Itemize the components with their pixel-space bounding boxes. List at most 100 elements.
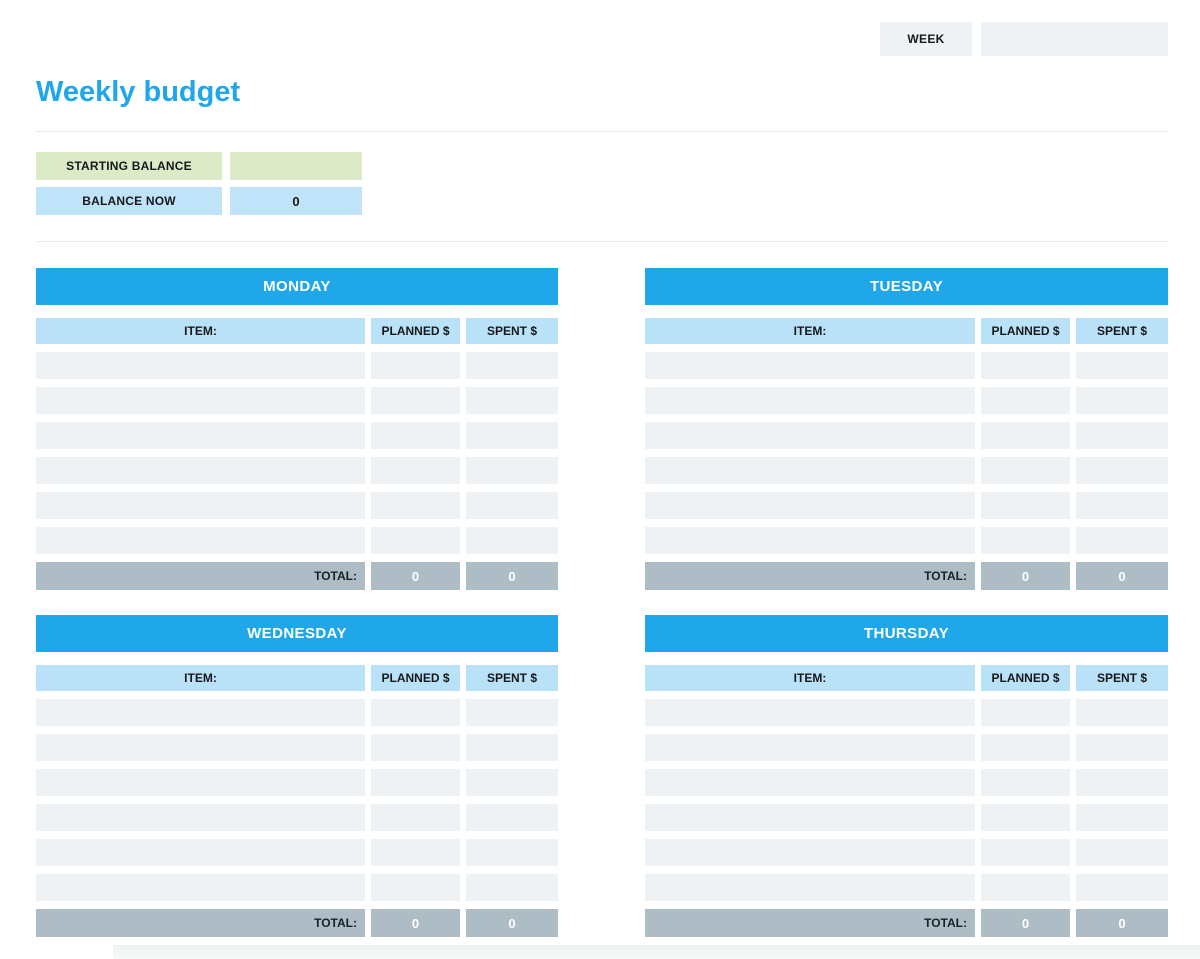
spent-input-cell[interactable]: [466, 527, 558, 554]
item-input-cell[interactable]: [645, 527, 975, 554]
spent-input-cell[interactable]: [466, 699, 558, 726]
balance-now-row: BALANCE NOW 0: [36, 187, 362, 215]
item-input-cell[interactable]: [645, 734, 975, 761]
column-header-item: ITEM:: [645, 665, 975, 691]
day-header: THURSDAY: [645, 615, 1168, 652]
table-row: [36, 874, 558, 901]
table-row: [645, 387, 1168, 414]
planned-input-cell[interactable]: [981, 492, 1070, 519]
planned-input-cell[interactable]: [981, 769, 1070, 796]
item-input-cell[interactable]: [645, 492, 975, 519]
planned-input-cell[interactable]: [371, 839, 460, 866]
planned-input-cell[interactable]: [371, 387, 460, 414]
planned-input-cell[interactable]: [371, 734, 460, 761]
item-input-cell[interactable]: [645, 769, 975, 796]
planned-input-cell[interactable]: [981, 734, 1070, 761]
planned-input-cell[interactable]: [371, 699, 460, 726]
item-input-cell[interactable]: [36, 874, 365, 901]
spent-input-cell[interactable]: [466, 804, 558, 831]
table-row: [645, 699, 1168, 726]
item-input-cell[interactable]: [645, 804, 975, 831]
spent-input-cell[interactable]: [466, 874, 558, 901]
planned-input-cell[interactable]: [981, 422, 1070, 449]
item-input-cell[interactable]: [36, 839, 365, 866]
total-row: TOTAL: 0 0: [36, 562, 558, 590]
total-spent: 0: [1076, 909, 1168, 937]
item-input-cell[interactable]: [645, 422, 975, 449]
table-row: [645, 422, 1168, 449]
planned-input-cell[interactable]: [371, 527, 460, 554]
table-row: [36, 734, 558, 761]
planned-input-cell[interactable]: [371, 492, 460, 519]
spent-input-cell[interactable]: [1076, 769, 1168, 796]
day-header: WEDNESDAY: [36, 615, 558, 652]
planned-input-cell[interactable]: [981, 874, 1070, 901]
item-input-cell[interactable]: [645, 387, 975, 414]
spent-input-cell[interactable]: [466, 352, 558, 379]
item-input-cell[interactable]: [36, 734, 365, 761]
spent-input-cell[interactable]: [1076, 387, 1168, 414]
planned-input-cell[interactable]: [371, 804, 460, 831]
table-row: [36, 457, 558, 484]
table-row: [645, 734, 1168, 761]
item-input-cell[interactable]: [645, 699, 975, 726]
total-planned: 0: [371, 562, 460, 590]
spent-input-cell[interactable]: [466, 492, 558, 519]
total-label: TOTAL:: [645, 562, 975, 590]
spent-input-cell[interactable]: [466, 387, 558, 414]
item-input-cell[interactable]: [36, 769, 365, 796]
item-input-cell[interactable]: [645, 874, 975, 901]
spent-input-cell[interactable]: [1076, 457, 1168, 484]
spent-input-cell[interactable]: [1076, 804, 1168, 831]
planned-input-cell[interactable]: [981, 457, 1070, 484]
spent-input-cell[interactable]: [1076, 839, 1168, 866]
day-table-tuesday: TUESDAY ITEM: PLANNED $ SPENT $ TOTAL: 0…: [645, 268, 1168, 590]
planned-input-cell[interactable]: [371, 457, 460, 484]
planned-input-cell[interactable]: [981, 839, 1070, 866]
spent-input-cell[interactable]: [466, 422, 558, 449]
planned-input-cell[interactable]: [371, 422, 460, 449]
column-header-planned: PLANNED $: [371, 318, 460, 344]
spent-input-cell[interactable]: [1076, 699, 1168, 726]
item-input-cell[interactable]: [36, 422, 365, 449]
day-tables-grid: MONDAY ITEM: PLANNED $ SPENT $ TOTAL: 0 …: [36, 268, 1168, 937]
planned-input-cell[interactable]: [981, 387, 1070, 414]
planned-input-cell[interactable]: [371, 352, 460, 379]
planned-input-cell[interactable]: [371, 769, 460, 796]
item-input-cell[interactable]: [645, 839, 975, 866]
item-input-cell[interactable]: [36, 804, 365, 831]
table-row: [645, 804, 1168, 831]
item-input-cell[interactable]: [645, 352, 975, 379]
spent-input-cell[interactable]: [466, 457, 558, 484]
item-input-cell[interactable]: [36, 527, 365, 554]
item-input-cell[interactable]: [36, 457, 365, 484]
item-input-cell[interactable]: [645, 457, 975, 484]
spent-input-cell[interactable]: [1076, 527, 1168, 554]
table-row: [36, 699, 558, 726]
spent-input-cell[interactable]: [466, 839, 558, 866]
planned-input-cell[interactable]: [981, 527, 1070, 554]
planned-input-cell[interactable]: [371, 874, 460, 901]
column-header-planned: PLANNED $: [371, 665, 460, 691]
table-row: [645, 457, 1168, 484]
table-row: [645, 874, 1168, 901]
spent-input-cell[interactable]: [1076, 422, 1168, 449]
spent-input-cell[interactable]: [1076, 492, 1168, 519]
spent-input-cell[interactable]: [466, 734, 558, 761]
item-input-cell[interactable]: [36, 387, 365, 414]
item-input-cell[interactable]: [36, 699, 365, 726]
day-header: TUESDAY: [645, 268, 1168, 305]
spent-input-cell[interactable]: [1076, 352, 1168, 379]
spent-input-cell[interactable]: [1076, 874, 1168, 901]
week-input[interactable]: [981, 22, 1168, 56]
planned-input-cell[interactable]: [981, 804, 1070, 831]
planned-input-cell[interactable]: [981, 699, 1070, 726]
spent-input-cell[interactable]: [466, 769, 558, 796]
item-input-cell[interactable]: [36, 352, 365, 379]
spent-input-cell[interactable]: [1076, 734, 1168, 761]
starting-balance-input[interactable]: [230, 152, 362, 180]
planned-input-cell[interactable]: [981, 352, 1070, 379]
table-row: [36, 839, 558, 866]
item-input-cell[interactable]: [36, 492, 365, 519]
